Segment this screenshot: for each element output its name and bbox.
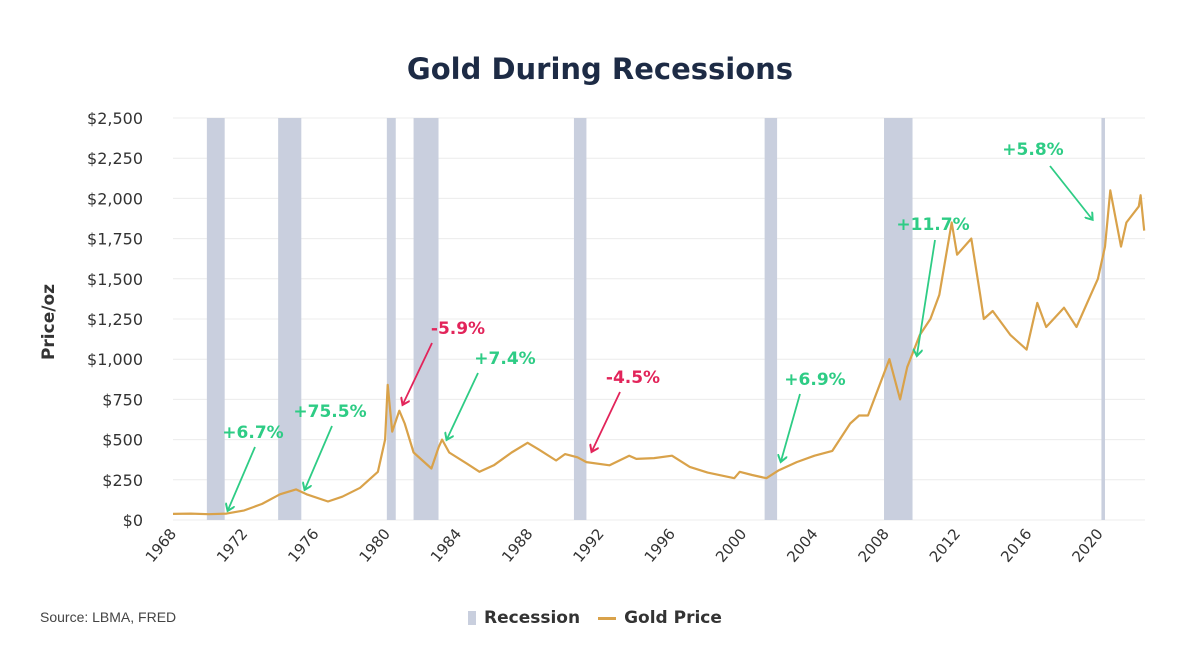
annotation-arrow bbox=[917, 239, 936, 355]
annotation-label: +5.8% bbox=[1002, 140, 1063, 160]
y-tick-label: $2,500 bbox=[87, 109, 143, 128]
x-tick-label: 2004 bbox=[783, 525, 821, 566]
x-tick-label: 1996 bbox=[641, 525, 679, 566]
y-tick-label: $1,500 bbox=[87, 270, 143, 289]
x-tick-label: 1976 bbox=[284, 525, 322, 566]
annotation-label: -5.9% bbox=[431, 319, 485, 339]
y-tick-label: $500 bbox=[102, 431, 143, 450]
annotation-label: +6.9% bbox=[784, 370, 845, 390]
x-axis: 1968 1972 1976 1980 1984 1988 1992 1996 2000 2004… bbox=[142, 525, 1107, 566]
y-tick-label: $1,250 bbox=[87, 310, 143, 329]
recession-band bbox=[764, 118, 778, 520]
annotation-arrow bbox=[592, 391, 621, 451]
legend-gold-swatch bbox=[598, 616, 617, 620]
annotation-arrow bbox=[447, 372, 479, 439]
x-tick-label: 1968 bbox=[142, 525, 180, 566]
annotation-arrow bbox=[305, 425, 333, 489]
legend-gold-label: Gold Price bbox=[624, 608, 722, 628]
y-tick-label: $0 bbox=[123, 511, 143, 530]
annotation-label: +11.7% bbox=[896, 215, 969, 235]
annotation-arrow bbox=[403, 342, 433, 404]
y-tick-label: $750 bbox=[102, 390, 143, 409]
y-tick-label: $1,000 bbox=[87, 350, 143, 369]
recession-bands bbox=[206, 118, 1105, 520]
annotation-label: +7.4% bbox=[474, 349, 535, 369]
x-tick-label: 2008 bbox=[855, 525, 893, 566]
annotation-arrow bbox=[781, 393, 801, 461]
annotation-label: +6.7% bbox=[222, 423, 283, 443]
x-tick-label: 2012 bbox=[926, 525, 964, 566]
recession-band bbox=[206, 118, 225, 520]
source-note: Source: LBMA, FRED bbox=[40, 609, 177, 625]
annotations: +6.7% +75.5% -5.9% +7.4% -4.5% +6.9% +11… bbox=[222, 140, 1092, 510]
legend-recession-label: Recession bbox=[484, 608, 581, 628]
annotation-label: +75.5% bbox=[293, 402, 366, 422]
recession-band bbox=[413, 118, 439, 520]
x-tick-label: 1992 bbox=[569, 525, 607, 566]
x-tick-label: 1980 bbox=[356, 525, 394, 566]
x-tick-label: 2020 bbox=[1068, 525, 1106, 566]
x-tick-label: 1984 bbox=[427, 525, 465, 566]
x-tick-label: 2000 bbox=[712, 525, 750, 566]
y-tick-label: $2,000 bbox=[87, 189, 143, 208]
annotation-arrow bbox=[1049, 165, 1092, 219]
y-axis-label: Price/oz bbox=[39, 284, 59, 360]
recession-band bbox=[278, 118, 302, 520]
y-tick-label: $250 bbox=[102, 471, 143, 490]
recession-band bbox=[884, 118, 913, 520]
x-tick-label: 2016 bbox=[997, 525, 1035, 566]
recession-band bbox=[573, 118, 587, 520]
x-tick-label: 1972 bbox=[213, 525, 251, 566]
legend: Recession Gold Price bbox=[468, 608, 722, 628]
recession-band bbox=[1101, 118, 1105, 520]
chart-title: Gold During Recessions bbox=[406, 52, 794, 86]
recession-band bbox=[386, 118, 396, 520]
legend-recession-swatch bbox=[468, 611, 476, 625]
y-axis: $0 $250 $500 $750 $1,000 $1,250 $1,500 $1,750 $2… bbox=[87, 109, 143, 530]
x-tick-label: 1988 bbox=[498, 525, 536, 566]
gridlines bbox=[173, 117, 1145, 521]
y-tick-label: $1,750 bbox=[87, 230, 143, 249]
annotation-arrow bbox=[228, 446, 256, 510]
y-tick-label: $2,250 bbox=[87, 149, 143, 168]
annotation-label: -4.5% bbox=[606, 368, 660, 388]
gold-price-line bbox=[172, 189, 1146, 516]
